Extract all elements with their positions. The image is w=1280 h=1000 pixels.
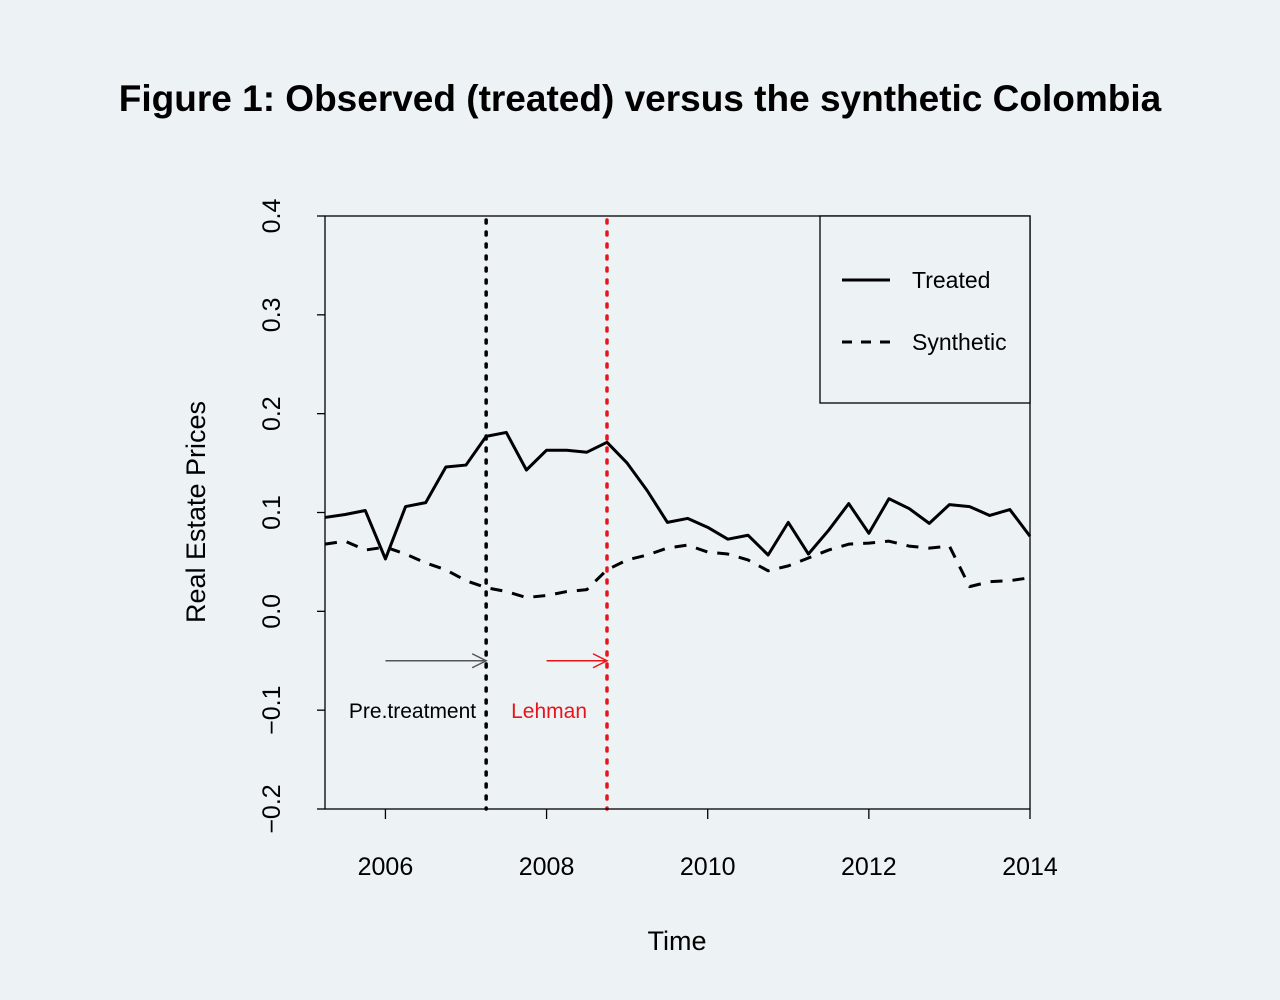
legend-treated-label: Treated [912,267,990,293]
y-tick-label: 0.2 [258,396,286,431]
y-tick-label: 0.3 [258,297,286,332]
series-line-treated [324,430,1032,561]
y-tick-label: −0.1 [258,685,286,734]
y-tick-label: 0.4 [258,199,286,234]
figure-title: Figure 1: Observed (treated) versus the … [118,78,1162,119]
y-tick-label: −0.2 [258,784,286,833]
series-line-synthetic [324,539,1031,599]
annotation-label: Lehman [511,700,587,723]
annotation-arrowhead [592,653,609,669]
annotation-label: Pre.treatment [349,700,476,723]
y-tick-label: 0.0 [258,594,286,629]
x-tick-label: 2008 [519,853,575,881]
x-tick-label: 2014 [1002,853,1058,881]
x-tick-label: 2006 [358,853,414,881]
x-axis-label: Time [648,926,707,956]
plot-frame [324,215,1031,810]
annotation-arrowhead [471,653,488,669]
y-tick-label: 0.1 [258,495,286,530]
legend: Treated Synthetic [819,215,1031,404]
x-tick-label: 2012 [841,853,897,881]
y-axis-label: Real Estate Prices [181,401,211,623]
legend-synthetic-label: Synthetic [912,329,1007,355]
series-points-synthetic [325,541,1030,597]
x-tick-label: 2010 [680,853,736,881]
legend-box [819,215,1031,404]
